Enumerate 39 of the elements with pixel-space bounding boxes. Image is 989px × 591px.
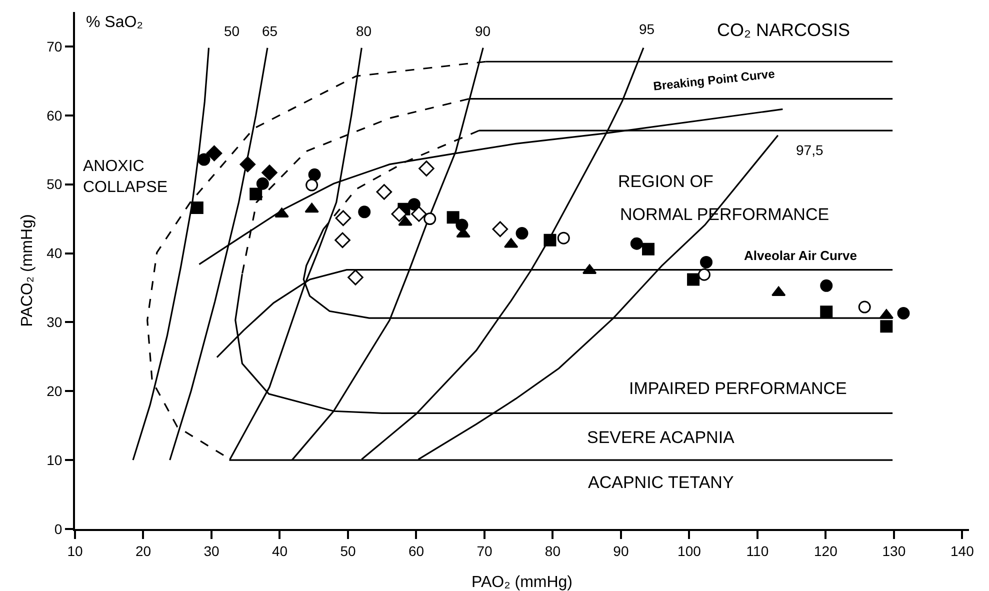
x-tick-label: 140 (950, 542, 974, 559)
y-axis-title: PACO₂ (mmHg) (19, 214, 36, 327)
y-tick-label: 10 (46, 452, 62, 468)
annotation: ACAPNIC TETANY (588, 473, 734, 492)
annotation: % SaO₂ (86, 14, 143, 31)
y-tick-label: 0 (54, 520, 62, 537)
x-tick-label: 90 (613, 542, 629, 559)
annotation: REGION OF (618, 172, 714, 191)
annotation: 90 (475, 23, 491, 39)
x-tick-label: 10 (67, 542, 83, 559)
y-tick-label: 70 (46, 38, 62, 54)
x-tick-label: 30 (204, 542, 220, 559)
x-tick-label: 70 (476, 542, 492, 559)
x-tick-label: 60 (408, 542, 424, 559)
y-tick-label: 50 (46, 176, 62, 192)
y-tick-label: 20 (46, 383, 62, 400)
x-tick-label: 20 (135, 542, 152, 559)
annotation: 50 (224, 23, 240, 39)
annotation: 80 (356, 23, 372, 39)
y-tick-label: 40 (46, 245, 62, 262)
y-tick-label: 30 (46, 314, 62, 330)
annotation: IMPAIRED PERFORMANCE (629, 379, 847, 398)
annotation: ANOXIC COLLAPSE (83, 158, 168, 196)
x-tick-label: 100 (678, 542, 702, 559)
annotation: CO₂ NARCOSIS (717, 20, 850, 40)
annotation: 65 (262, 23, 278, 39)
x-axis-title: PAO₂ (mmHg) (471, 574, 573, 591)
y-tick-label: 60 (46, 107, 62, 124)
annotation: 95 (639, 21, 655, 37)
x-tick-label: 50 (340, 542, 356, 559)
annotation: Breaking Point Curve (652, 66, 776, 94)
x-tick-label: 110 (746, 542, 769, 559)
x-tick-label: 40 (272, 542, 288, 559)
annotation: SEVERE ACAPNIA (587, 428, 736, 447)
x-tick-label: 130 (882, 542, 906, 559)
x-tick-label: 120 (814, 542, 838, 559)
annotation: 97,5 (796, 142, 824, 158)
annotation: Alveolar Air Curve (744, 248, 857, 263)
x-tick-label: 80 (544, 542, 561, 559)
